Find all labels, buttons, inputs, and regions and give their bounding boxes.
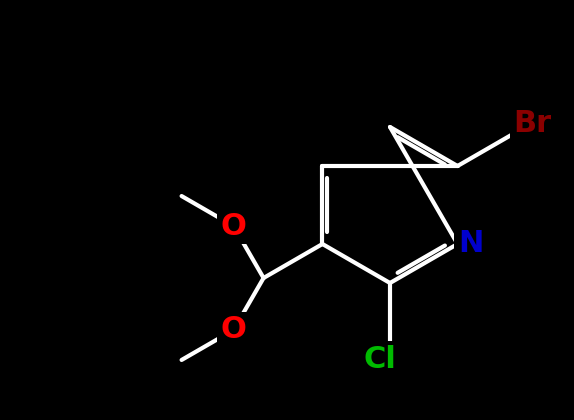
Text: Br: Br	[513, 110, 552, 139]
Text: N: N	[458, 229, 483, 258]
Text: O: O	[220, 315, 246, 344]
Text: Cl: Cl	[363, 344, 397, 373]
Text: O: O	[220, 212, 246, 241]
